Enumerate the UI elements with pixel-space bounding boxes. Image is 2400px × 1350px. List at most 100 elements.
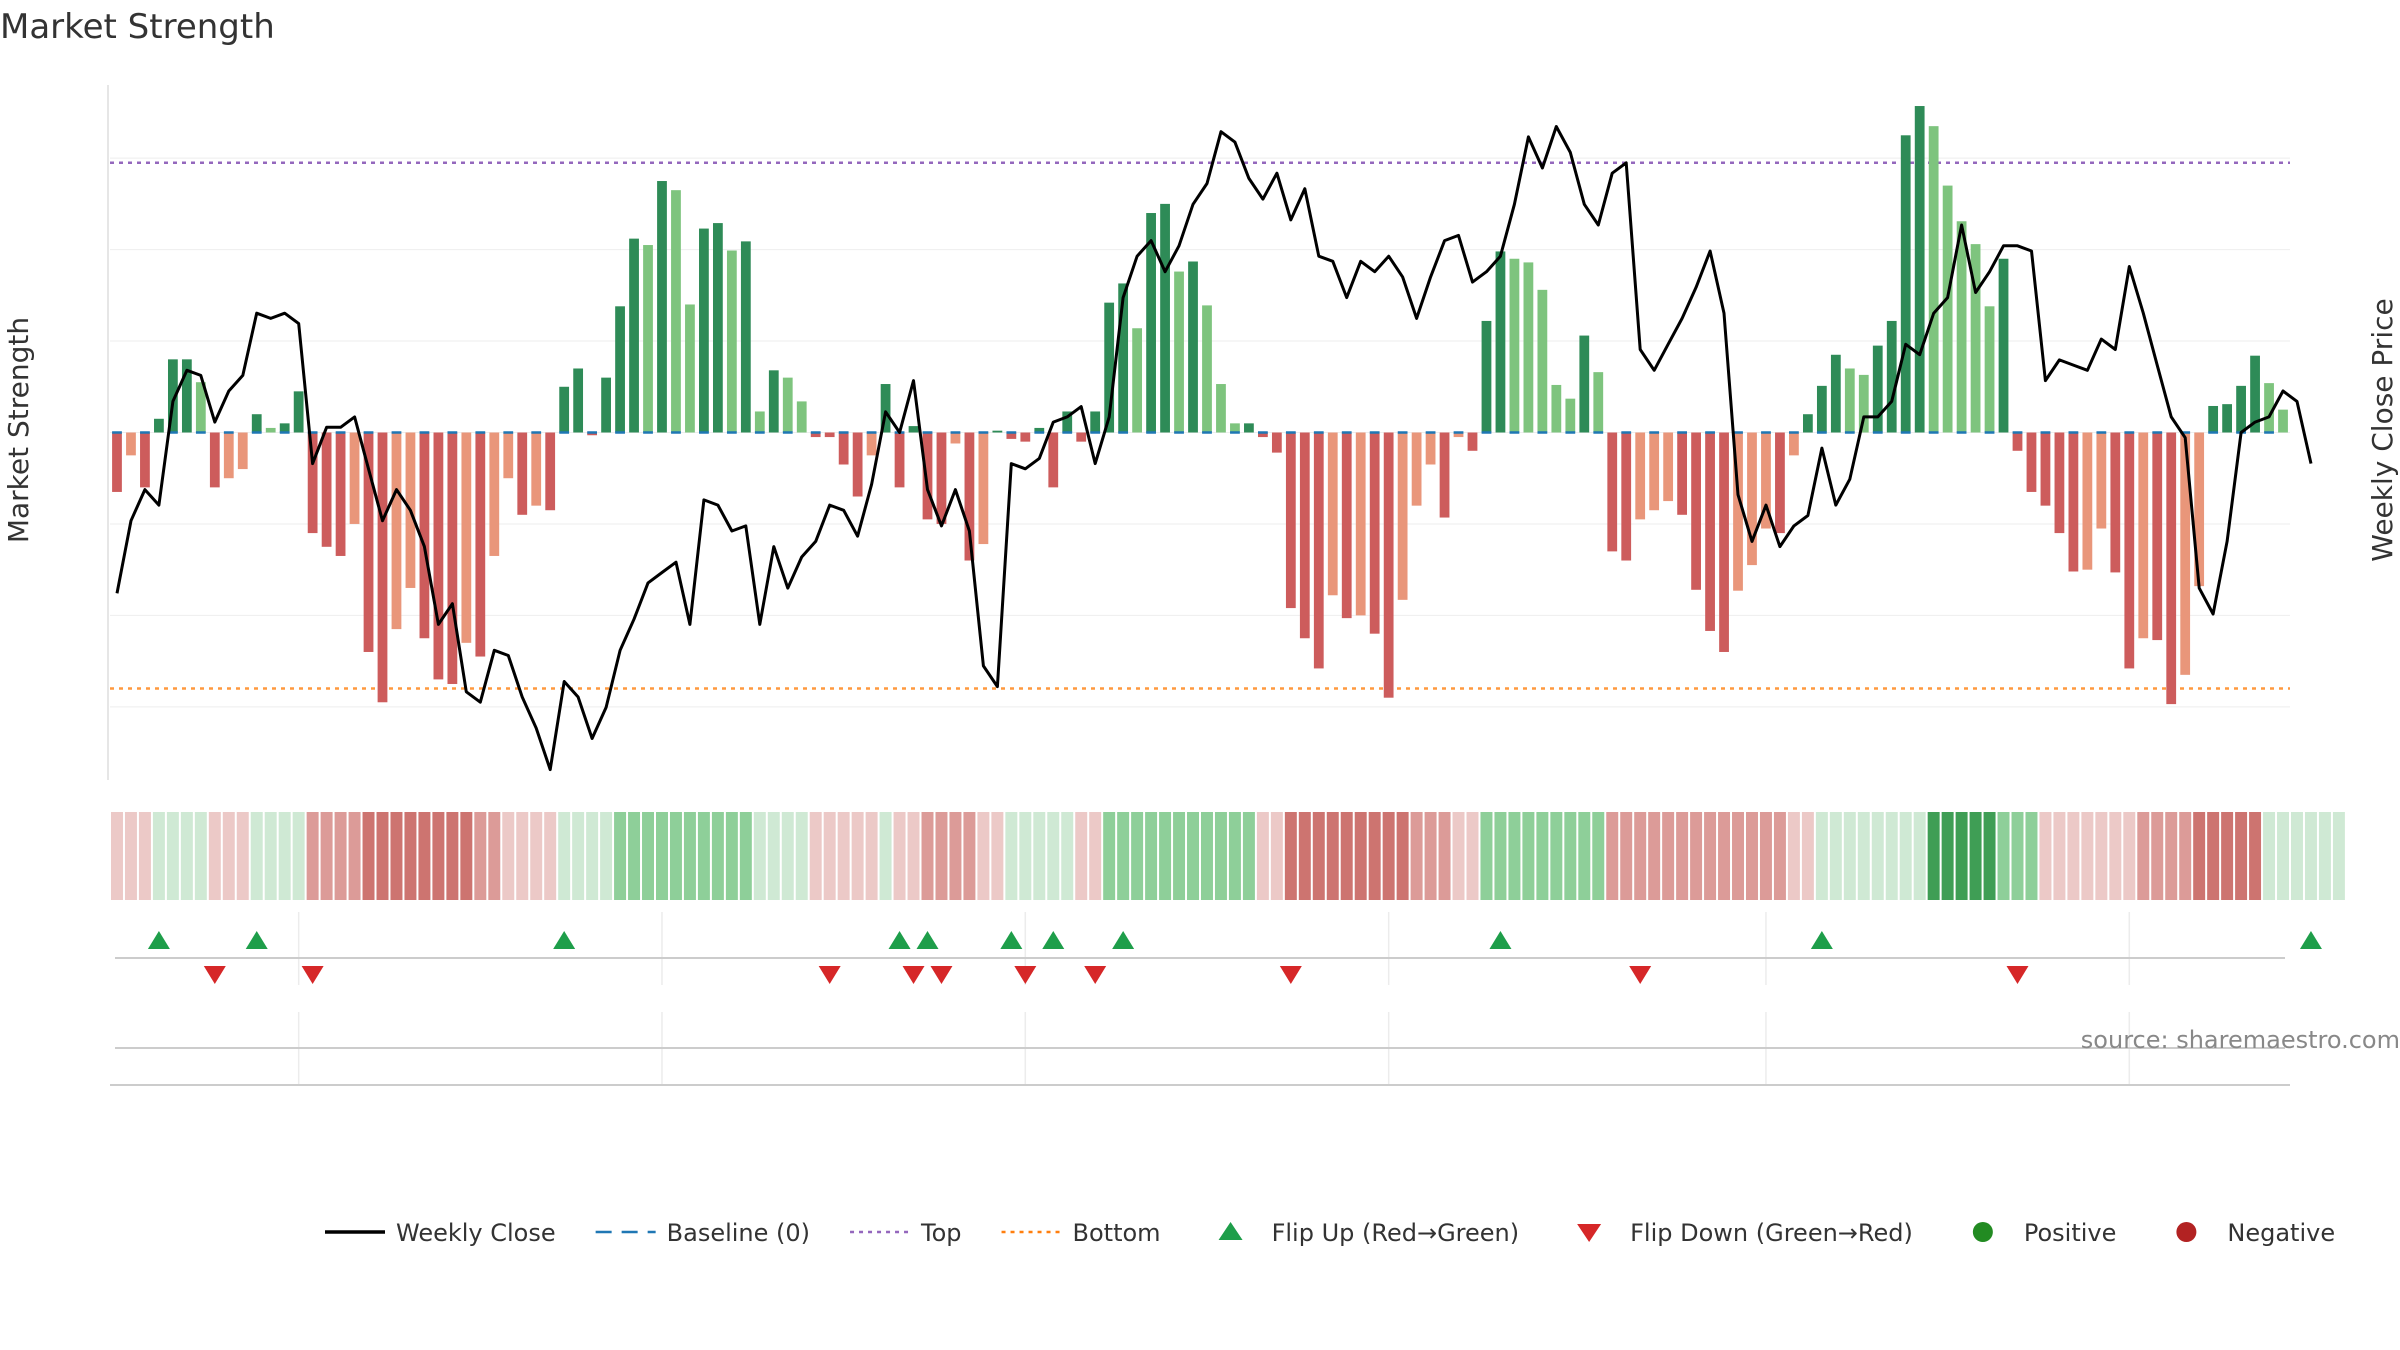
heatmap-cell: [1857, 812, 1870, 900]
strength-bar: [1495, 251, 1506, 433]
heatmap-cell: [1145, 812, 1158, 900]
strength-bar: [2026, 432, 2037, 492]
strength-bar: [1537, 289, 1548, 433]
heatmap-cell: [404, 812, 417, 900]
strength-bar: [461, 432, 472, 643]
strength-bar: [1789, 432, 1799, 456]
heatmap-cell: [1564, 812, 1577, 900]
strength-bar: [1383, 432, 1394, 698]
heatmap-cell: [879, 812, 892, 900]
strength-bar: [1411, 432, 1422, 506]
heatmap-cell: [1131, 812, 1144, 900]
heatmap-cell: [809, 812, 822, 900]
weekly-close-series: [115, 125, 2313, 772]
strength-bar: [1593, 372, 1604, 433]
heatmap-cell: [2277, 812, 2289, 900]
heatmap-cell: [2053, 812, 2066, 900]
heatmap-cell: [1410, 812, 1423, 900]
strength-bar: [517, 432, 528, 515]
strength-bar: [587, 432, 598, 436]
strength-bar: [2278, 409, 2288, 433]
strength-bar: [1048, 432, 1059, 488]
heatmap-cell: [180, 812, 193, 900]
flip-down-marker: [203, 966, 226, 984]
legend-label: Bottom: [1073, 1219, 1161, 1247]
heatmap-cell: [1718, 812, 1731, 900]
strength-bar: [1327, 432, 1338, 596]
strength-bar: [2040, 432, 2051, 506]
heatmap-cell: [1187, 812, 1199, 900]
heatmap-cell: [837, 812, 850, 900]
strength-bar: [265, 427, 276, 433]
heatmap-cell: [2165, 812, 2178, 900]
heatmap-cell: [1927, 812, 1940, 900]
strength-bar: [293, 391, 304, 433]
heatmap-cell: [2025, 812, 2038, 900]
heatmap-cell: [1634, 812, 1647, 900]
heatmap-cell: [1522, 812, 1535, 900]
flip-down-marker: [2006, 966, 2029, 984]
legend: Weekly Close Baseline (0) Top Bottom Flip Up…: [325, 1219, 2335, 1247]
strength-bar: [1244, 423, 1254, 433]
strength-bar: [1425, 432, 1436, 465]
heatmap-cell: [1326, 812, 1339, 900]
strength-bar: [195, 382, 206, 433]
strength-bar: [824, 432, 835, 438]
heatmap-cell: [222, 812, 235, 900]
heatmap-cell: [2263, 812, 2276, 900]
heatmap-cell: [1117, 812, 1130, 900]
strength-bar: [2222, 404, 2233, 433]
strength-bar: [1663, 432, 1674, 502]
strength-bar: [419, 432, 430, 639]
heatmap-cell: [711, 812, 724, 900]
strength-bar: [1691, 432, 1701, 590]
flip-down-marker: [1014, 966, 1037, 984]
strength-bar: [1914, 106, 1925, 433]
flip-down-marker: [1629, 966, 1652, 984]
heatmap-cell: [600, 812, 613, 900]
heatmap-cell: [2193, 812, 2206, 900]
flip-up-marker: [553, 931, 576, 949]
strength-bar: [964, 432, 975, 561]
strength-bar: [1551, 384, 1562, 433]
strength-bar: [1858, 374, 1869, 433]
heatmap-cell: [586, 812, 599, 900]
strength-bar: [992, 430, 1003, 433]
strength-bar: [1216, 384, 1226, 433]
strength-bar: [545, 432, 556, 511]
strength-bar: [1956, 221, 1967, 433]
heatmap-cell: [851, 812, 864, 900]
strength-bar: [1062, 411, 1073, 433]
strength-bar: [237, 432, 248, 470]
heatmap-cell: [1452, 812, 1465, 900]
strength-bar: [1034, 427, 1045, 433]
strength-bar: [852, 432, 863, 497]
strength-bar: [1299, 432, 1310, 639]
heatmap-cell: [362, 812, 375, 900]
source-label: source: sharemaestro.com: [2081, 1026, 2400, 1054]
heatmap-cell: [2291, 812, 2303, 900]
flip-up-marker: [147, 931, 170, 949]
strength-bar: [126, 432, 136, 456]
heatmap-cell: [2207, 812, 2220, 900]
heatmap-cell: [1354, 812, 1367, 900]
heatmap-cell: [893, 812, 906, 900]
strength-bar: [978, 432, 989, 545]
strength-bar: [209, 432, 220, 488]
heatmap-cell: [669, 812, 682, 900]
strength-bar: [1649, 432, 1660, 511]
flip-down-marker: [301, 966, 324, 984]
strength-bar: [1160, 203, 1170, 433]
heatmap-cell: [2221, 812, 2234, 900]
heatmap-cell: [1159, 812, 1172, 900]
strength-bar: [1565, 398, 1576, 433]
strength-bar: [1761, 432, 1771, 529]
strength-bar: [1830, 354, 1841, 433]
strength-bar: [1802, 414, 1813, 433]
heatmap-cell: [2304, 812, 2317, 900]
heatmap-cell: [656, 812, 668, 900]
flip-up-marker: [1810, 931, 1833, 949]
strength-bar: [475, 432, 486, 657]
heatmap-cell: [628, 812, 641, 900]
strength-bar: [2166, 432, 2177, 705]
